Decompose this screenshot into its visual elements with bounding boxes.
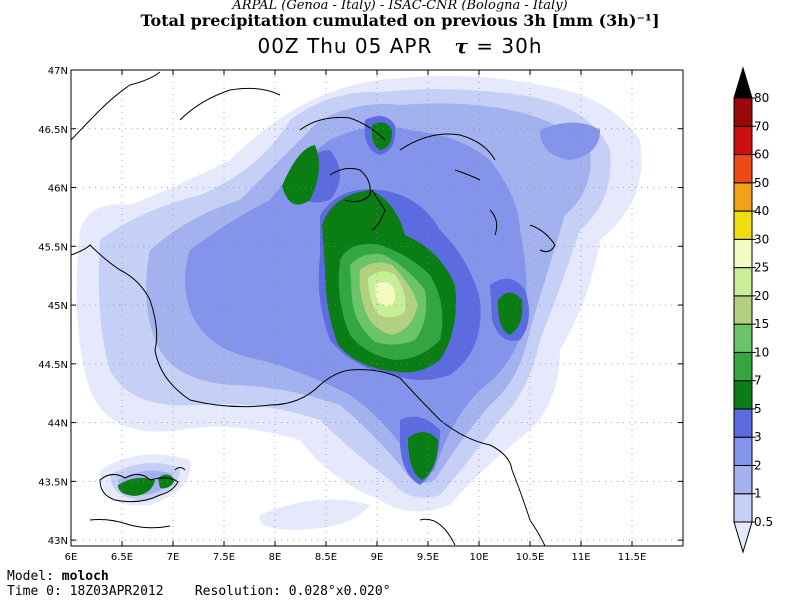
legend-level-label: 10 (754, 345, 769, 359)
legend-level-label: 60 (754, 148, 769, 162)
lat-tick-label: 45.5N (38, 242, 68, 253)
institutions-line: ARPAL (Genoa - Italy) - ISAC-CNR (Bologn… (232, 0, 568, 13)
lat-tick-label: 46N (48, 184, 68, 195)
lon-tick-label: 8E (269, 552, 282, 563)
legend-swatch (733, 408, 753, 438)
model-label: Model: (7, 569, 54, 584)
lon-tick-label: 6E (65, 552, 78, 563)
model-info: Model: moloch (7, 569, 109, 584)
legend-swatch (733, 464, 753, 495)
lat-tick-label: 44.5N (38, 360, 68, 371)
lon-tick-label: 7E (167, 552, 180, 563)
legend-swatch (733, 351, 753, 382)
legend-swatch (733, 154, 753, 184)
legend-lower-triangle (733, 521, 753, 554)
axis-ticks (70, 69, 683, 546)
legend-swatch (733, 238, 753, 269)
lon-tick-label: 8.5E (315, 552, 337, 563)
legend-level-label: 40 (754, 204, 769, 218)
time-label: Time 0: (7, 584, 62, 599)
legend-level-label: 3 (754, 430, 762, 444)
run-time-line: 00Z Thu 05 APR τ = 30h (0, 34, 800, 58)
legend-level-label: 50 (754, 176, 769, 190)
lat-tick-label: 47N (48, 66, 68, 77)
model-value: moloch (61, 569, 109, 584)
lon-tick-label: 9E (371, 552, 384, 563)
map-title: Total precipitation cumulated on previou… (140, 11, 660, 30)
legend-level-label: 5 (754, 402, 762, 416)
tau-symbol: τ (454, 34, 469, 58)
legend-level-label: 7 (754, 374, 762, 388)
legend-level-label: 80 (754, 91, 769, 105)
lon-tick-label: 10.5E (516, 552, 545, 563)
legend-level-label: 70 (754, 119, 769, 133)
legend-level-label: 25 (754, 261, 769, 275)
lat-tick-label: 45N (48, 301, 68, 312)
legend-level-label: 30 (754, 232, 769, 246)
legend-swatch (733, 97, 753, 127)
lon-tick-label: 7.5E (213, 552, 235, 563)
lat-labels: 47N 46.5N 46N 45.5N 45N 44.5N 44N 43.5N 43N (38, 66, 68, 547)
precip-field (71, 70, 683, 546)
gridlines (71, 70, 683, 546)
resolution-label: Resolution: (194, 584, 281, 599)
time-value: 18Z03APR2012 (69, 584, 164, 599)
lon-tick-label: 6.5E (111, 552, 133, 563)
legend-swatch (733, 323, 753, 353)
lon-tick-label: 9.5E (417, 552, 439, 563)
legend-swatch (733, 436, 753, 466)
lat-tick-label: 46.5N (38, 125, 68, 136)
legend-level-label: 0.5 (754, 515, 773, 529)
lat-tick-label: 44N (48, 419, 68, 430)
lat-tick-label: 43N (48, 536, 68, 547)
legend-swatch (733, 182, 753, 212)
legend-swatch (733, 267, 753, 297)
lat-tick-label: 43.5N (38, 477, 68, 488)
lon-tick-label: 10E (469, 552, 488, 563)
lon-tick-label: 11.5E (618, 552, 647, 563)
legend-level-label: 20 (754, 289, 769, 303)
legend-swatch (733, 210, 753, 240)
color-legend: 0.5 1 2 3 5 7 10 15 20 25 30 40 50 60 70 80 (733, 66, 773, 554)
legend-swatch (733, 295, 753, 325)
legend-swatch (733, 125, 753, 156)
legend-level-label: 15 (754, 317, 769, 331)
legend-swatch (733, 380, 753, 410)
time-info: Time 0: 18Z03APR2012 Resolution: 0.028°x… (7, 584, 391, 599)
coastlines (71, 71, 556, 546)
run-time: 00Z Thu 05 APR (257, 34, 433, 58)
tau-value: = 30h (476, 34, 543, 58)
legend-level-label: 1 (754, 487, 762, 501)
lon-tick-label: 11E (571, 552, 590, 563)
legend-level-label: 2 (754, 458, 762, 472)
resolution-value: 0.028°x0.020° (288, 584, 391, 599)
legend-swatch (733, 493, 753, 523)
precip-30 (375, 282, 396, 306)
legend-upper-triangle (733, 66, 753, 99)
lon-labels: 6E 6.5E 7E 7.5E 8E 8.5E 9E 9.5E 10E 10.5E 11E 11.5E (65, 552, 647, 563)
